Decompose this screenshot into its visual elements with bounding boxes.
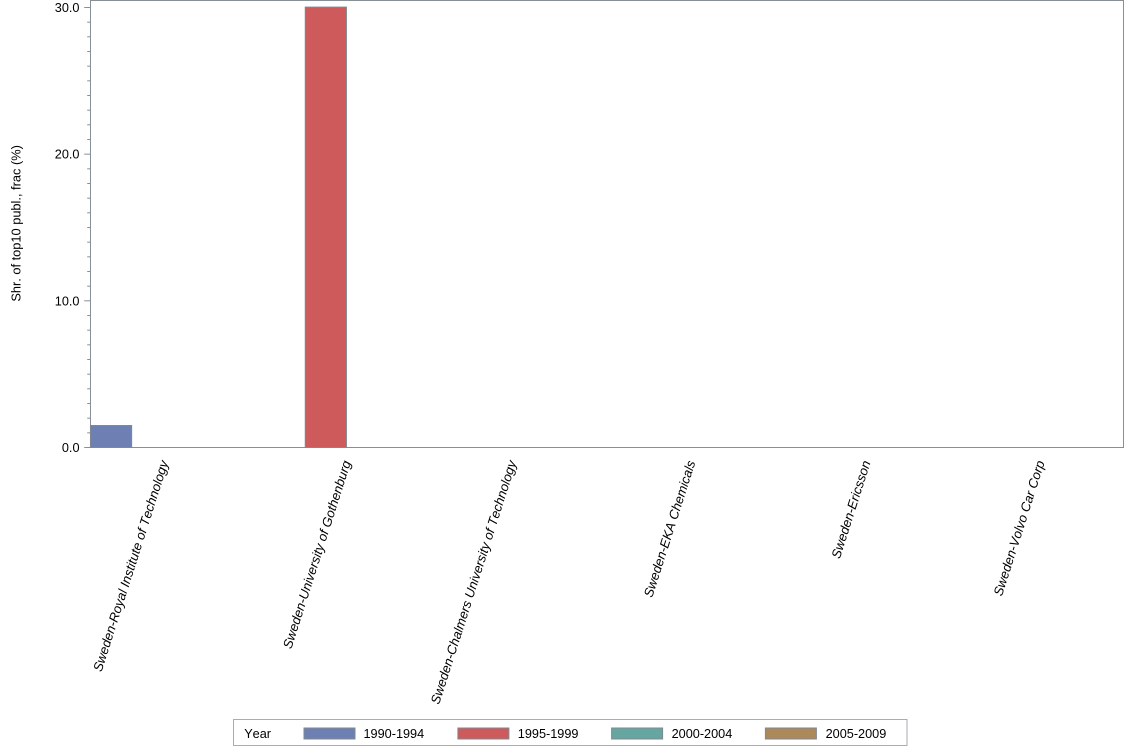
svg-text:Year: Year — [244, 727, 272, 741]
svg-text:0.0: 0.0 — [62, 441, 80, 455]
svg-text:10.0: 10.0 — [55, 294, 80, 308]
svg-text:Shr. of top10 publ., frac (%): Shr. of top10 publ., frac (%) — [8, 145, 23, 301]
svg-text:20.0: 20.0 — [55, 148, 80, 162]
svg-text:2005-2009: 2005-2009 — [826, 727, 887, 741]
svg-text:2000-2004: 2000-2004 — [672, 727, 733, 741]
svg-text:30.0: 30.0 — [55, 1, 80, 15]
svg-text:1995-1999: 1995-1999 — [518, 727, 579, 741]
svg-text:1990-1994: 1990-1994 — [364, 727, 425, 741]
